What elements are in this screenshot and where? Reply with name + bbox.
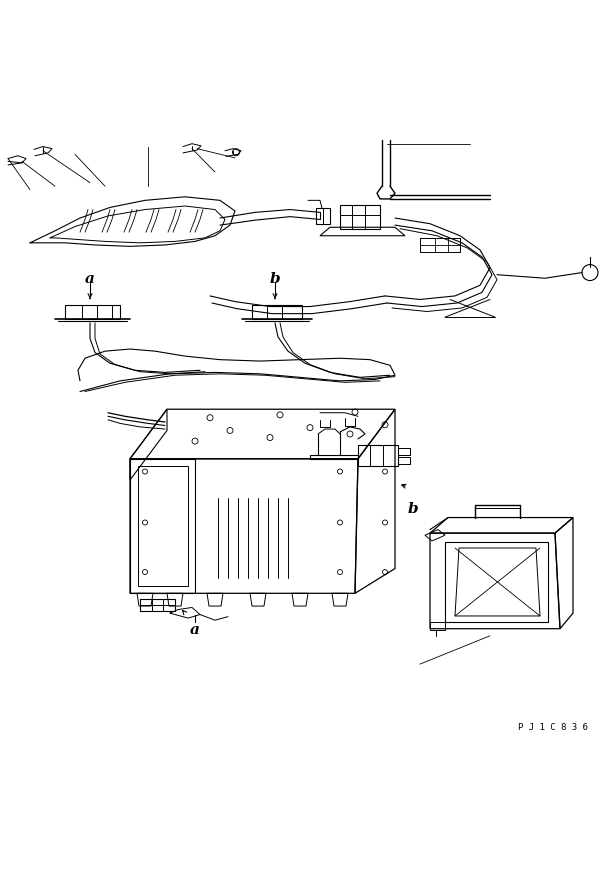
Text: b: b [408,501,419,515]
Text: a: a [85,272,95,286]
Text: a: a [190,622,200,636]
Text: P J 1 C 8 3 6: P J 1 C 8 3 6 [518,722,588,731]
Text: b: b [270,272,280,286]
